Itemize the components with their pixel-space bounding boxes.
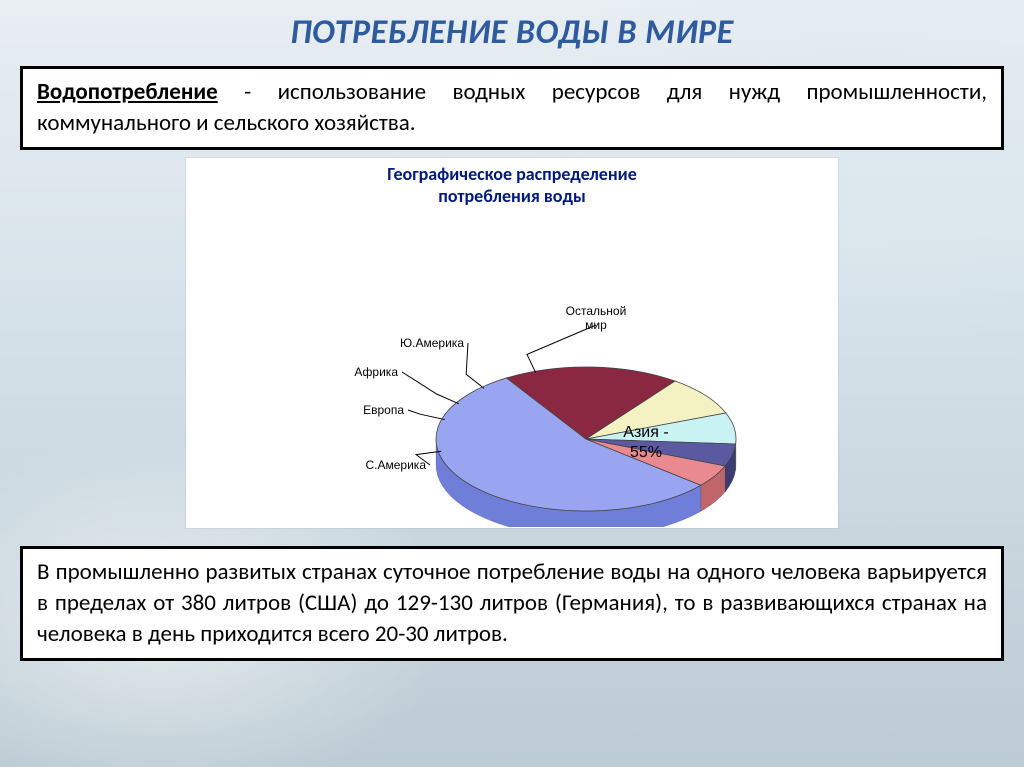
- leader-label: С.Америка: [366, 458, 427, 472]
- footer-box: В промышленно развитых странах суточное …: [20, 546, 1004, 661]
- leader-label: Остальной: [566, 304, 627, 318]
- definition-term: Водопотребление: [37, 78, 218, 106]
- slide-title: ПОТРЕБЛЕНИЕ ВОДЫ В МИРЕ: [0, 12, 1024, 53]
- leader-label: мир: [585, 318, 607, 332]
- leader-label: Африка: [354, 365, 398, 379]
- pie-center-label-1: Азия -: [623, 424, 668, 441]
- definition-box: Водопотребление - использование водных р…: [20, 66, 1004, 150]
- leader-label: Ю.Америка: [400, 336, 464, 350]
- chart-panel: Географическое распределение потребления…: [186, 158, 838, 528]
- pie-chart: Азия - 55% С.Америка Европа Африка Ю.Америка О…: [186, 207, 838, 527]
- footer-text: В промышленно развитых странах суточное …: [37, 558, 987, 648]
- leader-line: [527, 325, 596, 373]
- chart-title-line2: потребления воды: [438, 185, 586, 207]
- leader-label: Европа: [363, 403, 404, 417]
- chart-title: Географическое распределение потребления…: [186, 164, 838, 207]
- chart-title-line1: Географическое распределение: [387, 163, 637, 185]
- leader-line: [408, 410, 445, 420]
- leader-line: [466, 343, 484, 388]
- pie-center-label-2: 55%: [630, 444, 662, 461]
- leader-line: [402, 372, 459, 404]
